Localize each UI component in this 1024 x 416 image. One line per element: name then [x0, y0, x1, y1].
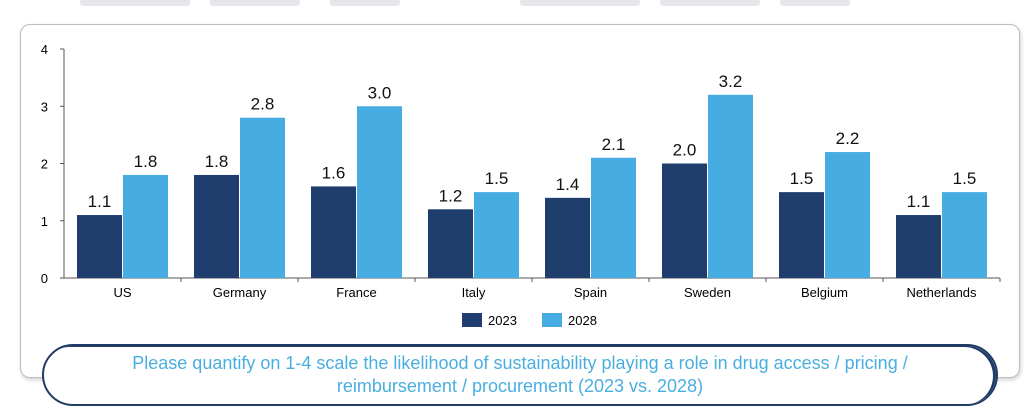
caption-text: Please quantify on 1-4 scale the likelih…: [132, 353, 908, 396]
value-label-spain-2028: 2.1: [602, 135, 626, 154]
value-label-us-2028: 1.8: [134, 152, 158, 171]
y-tick-label-0: 0: [41, 271, 48, 286]
bar-us-2023: [77, 215, 122, 278]
value-label-sweden-2023: 2.0: [673, 141, 697, 160]
chart-bars: [77, 94, 987, 278]
legend-swatch-2028: [542, 313, 562, 327]
x-tick-label-us: US: [113, 285, 131, 300]
survey-question-caption: Please quantify on 1-4 scale the likelih…: [42, 344, 998, 406]
value-label-france-2028: 3.0: [368, 83, 392, 102]
x-tick-label-spain: Spain: [574, 285, 607, 300]
value-label-netherlands-2028: 1.5: [953, 169, 977, 188]
legend-label-2023: 2023: [488, 313, 517, 328]
chart-legend: 2023 2028: [462, 313, 597, 328]
legend-label-2028: 2028: [568, 313, 597, 328]
value-label-germany-2023: 1.8: [205, 152, 229, 171]
value-label-belgium-2023: 1.5: [790, 169, 814, 188]
value-label-sweden-2028: 3.2: [719, 72, 743, 91]
value-label-italy-2023: 1.2: [439, 186, 463, 205]
bar-spain-2028: [591, 157, 636, 278]
value-label-germany-2028: 2.8: [251, 95, 275, 114]
value-label-us-2023: 1.1: [88, 192, 112, 211]
x-tick-label-sweden: Sweden: [684, 285, 731, 300]
y-tick-label-2: 2: [41, 157, 48, 172]
bar-sweden-2028: [708, 94, 753, 278]
value-label-netherlands-2023: 1.1: [907, 192, 931, 211]
bar-italy-2023: [428, 209, 473, 278]
bar-germany-2028: [240, 117, 285, 278]
bar-italy-2028: [474, 192, 519, 278]
cropped-header-strip: [0, 0, 1024, 22]
y-tick-label-1: 1: [41, 214, 48, 229]
x-tick-label-netherlands: Netherlands: [906, 285, 977, 300]
bar-netherlands-2028: [942, 192, 987, 278]
value-label-belgium-2028: 2.2: [836, 129, 860, 148]
y-tick-label-3: 3: [41, 99, 48, 114]
legend-swatch-2023: [462, 313, 482, 327]
bar-belgium-2028: [825, 152, 870, 278]
chart-value-labels: 1.1 1.8 1.8 2.8 1.6 3.0 1.2 1.5 1.4 2.1 2.0 3.2 1.5 2…: [88, 72, 977, 211]
x-tick-label-italy: Italy: [462, 285, 486, 300]
bar-spain-2023: [545, 197, 590, 278]
value-label-italy-2028: 1.5: [485, 169, 509, 188]
value-label-spain-2023: 1.4: [556, 175, 580, 194]
bar-france-2028: [357, 106, 402, 278]
bar-france-2023: [311, 186, 356, 278]
bar-us-2028: [123, 174, 168, 278]
x-tick-label-france: France: [336, 285, 376, 300]
bar-netherlands-2023: [896, 215, 941, 278]
bar-belgium-2023: [779, 192, 824, 278]
bar-sweden-2023: [662, 163, 707, 278]
x-tick-label-belgium: Belgium: [801, 285, 848, 300]
bar-germany-2023: [194, 174, 239, 278]
x-tick-label-germany: Germany: [213, 285, 267, 300]
y-tick-label-4: 4: [41, 42, 48, 57]
value-label-france-2023: 1.6: [322, 163, 346, 182]
